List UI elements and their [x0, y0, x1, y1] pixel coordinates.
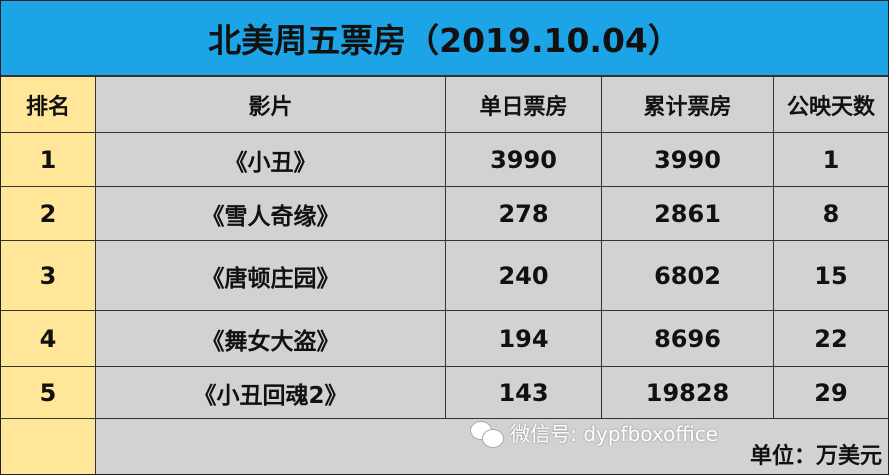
header-total: 累计票房: [602, 77, 774, 132]
film-cell: 《唐顿庄园》: [96, 241, 446, 310]
daily-cell: 3990: [446, 133, 602, 186]
unit-label: 单位：万美元: [749, 444, 882, 469]
film-cell: 《雪人奇缘》: [96, 187, 446, 240]
film-cell: 《舞女大盗》: [96, 311, 446, 366]
days-cell: 29: [814, 378, 848, 407]
table-row: 4 《舞女大盗》 194 8696 22: [1, 311, 888, 367]
film-cell: 《小丑回魂2》: [96, 367, 446, 418]
rank-cell: 1: [1, 133, 96, 186]
table-row: 5 《小丑回魂2》 143 19828 29: [1, 367, 888, 419]
days-cell: 1: [822, 145, 840, 174]
header-film: 影片: [96, 77, 446, 132]
total-cell: 3990: [602, 133, 774, 186]
header-days: 公映天数: [786, 94, 875, 120]
film-cell: 《小丑》: [96, 133, 446, 186]
footer-cell: 微信号: dypfboxoffice 单位：万美元: [96, 419, 888, 474]
watermark-text: 微信号: dypfboxoffice: [510, 422, 718, 446]
daily-cell: 240: [446, 241, 602, 310]
rank-cell: 3: [1, 241, 96, 310]
rank-cell: 4: [1, 311, 96, 366]
daily-cell: 194: [446, 311, 602, 366]
total-cell: 8696: [602, 311, 774, 366]
table-row: 3 《唐顿庄园》 240 6802 15: [1, 241, 888, 311]
table-row: 1 《小丑》 3990 3990 1: [1, 133, 888, 187]
total-cell: 6802: [602, 241, 774, 310]
footer-rank-cell: [1, 419, 96, 474]
header-row: 排名 影片 单日票房 累计票房 公映天数: [1, 77, 888, 133]
days-cell: 22: [814, 324, 848, 353]
watermark: 微信号: dypfboxoffice: [470, 421, 718, 448]
total-cell: 2861: [602, 187, 774, 240]
rank-cell: 2: [1, 187, 96, 240]
days-cell: 8: [822, 199, 840, 228]
table-row: 2 《雪人奇缘》 278 2861 8: [1, 187, 888, 241]
wechat-icon: [470, 421, 505, 448]
days-cell: 15: [814, 261, 848, 290]
rank-cell: 5: [1, 367, 96, 418]
table-title: 北美周五票房（2019.10.04）: [1, 1, 888, 77]
daily-cell: 278: [446, 187, 602, 240]
total-cell: 19828: [602, 367, 774, 418]
header-daily: 单日票房: [446, 77, 602, 132]
daily-cell: 143: [446, 367, 602, 418]
header-rank: 排名: [1, 77, 96, 132]
